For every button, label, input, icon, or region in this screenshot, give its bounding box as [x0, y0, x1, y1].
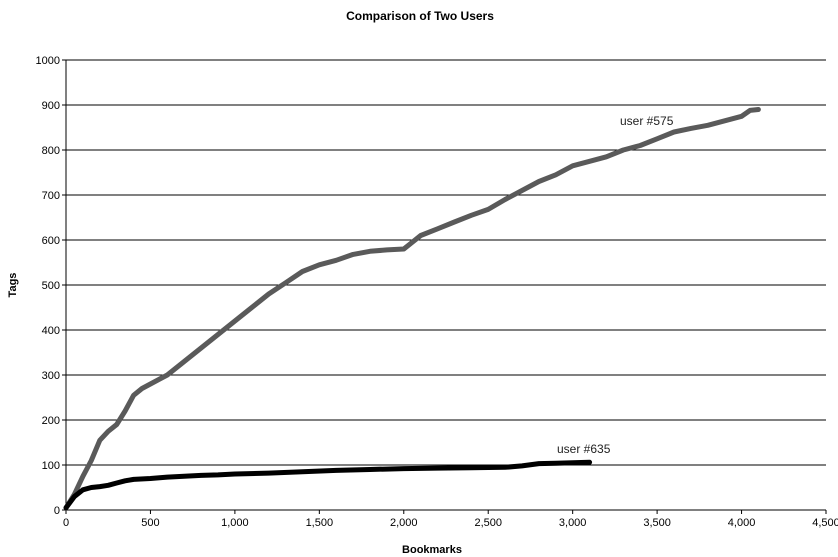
- y-tick-labels: 0 100 200 300 400 500 600 700 800 900 1000: [36, 55, 66, 517]
- x-tick-labels: 0 500 1,000 1,500 2,000 2,500 3,000 3,500 4,000 4…: [63, 510, 838, 529]
- y-tick-label: 200: [42, 415, 60, 427]
- y-tick-label: 500: [42, 280, 60, 292]
- x-tick-label: 2,500: [474, 517, 502, 529]
- y-tick-label: 1000: [36, 55, 60, 67]
- y-tick-label: 100: [42, 460, 60, 472]
- y-tick-label: 800: [42, 145, 60, 157]
- y-tick-label: 0: [54, 505, 60, 517]
- y-tick-label: 700: [42, 190, 60, 202]
- x-tick-label: 3,500: [643, 517, 671, 529]
- chart-title: Comparison of Two Users: [346, 9, 494, 23]
- x-tick-label: 3,000: [559, 517, 587, 529]
- series-line-user-635: [63, 459, 593, 511]
- x-axis-title: Bookmarks: [402, 544, 462, 556]
- gridlines: [66, 59, 826, 466]
- x-tick-label: 4,500: [812, 517, 838, 529]
- series-line-user-575: [63, 107, 761, 511]
- x-tick-label: 2,000: [390, 517, 418, 529]
- x-tick-label: 500: [141, 517, 159, 529]
- series-lines: [63, 107, 761, 511]
- x-tick-label: 4,000: [728, 517, 756, 529]
- x-tick-label: 0: [63, 517, 69, 529]
- x-tick-label: 1,000: [221, 517, 249, 529]
- y-tick-label: 600: [42, 235, 60, 247]
- y-tick-label: 900: [42, 100, 60, 112]
- y-axis-title: Tags: [7, 273, 19, 298]
- series-label-user-575: user #575: [620, 114, 674, 128]
- series-label-user-635: user #635: [557, 442, 611, 456]
- x-tick-label: 1,500: [306, 517, 334, 529]
- y-tick-label: 400: [42, 325, 60, 337]
- y-tick-label: 300: [42, 370, 60, 382]
